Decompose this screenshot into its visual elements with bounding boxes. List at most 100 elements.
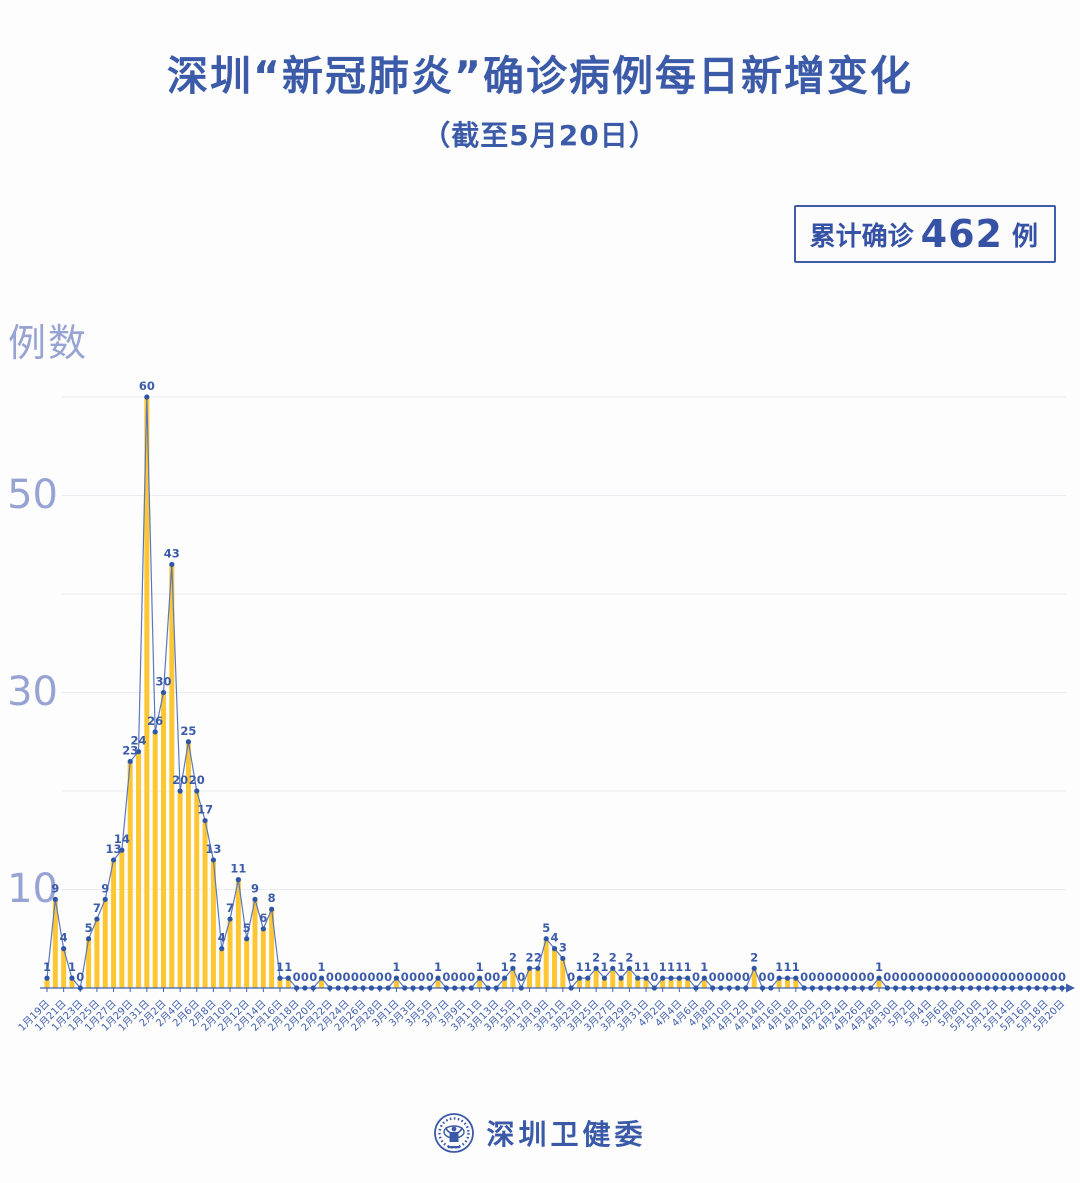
value-label: 0 (734, 970, 742, 984)
data-point-dot (269, 906, 275, 912)
data-point-dot (859, 985, 865, 991)
value-label: 60 (139, 379, 155, 393)
data-point-dot (951, 985, 957, 991)
value-label: 0 (850, 970, 858, 984)
data-point-dot (377, 985, 383, 991)
bar (119, 850, 125, 988)
value-label: 0 (892, 970, 900, 984)
value-label: 2 (609, 950, 617, 964)
data-point-dot (277, 975, 283, 981)
data-point-dot (918, 985, 924, 991)
value-label: 26 (147, 714, 163, 728)
bar (210, 859, 216, 988)
bar (393, 978, 399, 988)
data-point-dot (260, 926, 266, 932)
value-label: 2 (534, 950, 542, 964)
value-label: 25 (180, 724, 196, 738)
bar (144, 397, 150, 988)
data-point-dot (851, 985, 857, 991)
data-point-dot (418, 985, 424, 991)
data-point-dot (743, 985, 749, 991)
value-label: 0 (1058, 970, 1066, 984)
data-point-dot (526, 965, 533, 971)
data-point-dot (959, 985, 965, 991)
value-label: 0 (459, 970, 467, 984)
value-label: 1 (276, 960, 284, 974)
data-point-dot (427, 985, 433, 991)
data-point-dot (393, 975, 400, 981)
bar (477, 978, 483, 988)
data-point-dot (893, 985, 899, 991)
bar (510, 968, 516, 988)
data-point-dot (801, 985, 807, 991)
value-label: 0 (767, 970, 775, 984)
value-label: 0 (517, 970, 525, 984)
data-point-dot (826, 985, 832, 991)
bar (543, 938, 549, 988)
bar (502, 978, 508, 988)
value-label: 0 (983, 970, 991, 984)
data-point-dot (435, 975, 441, 981)
value-label: 13 (106, 842, 122, 856)
data-point-dot (1001, 985, 1007, 991)
data-point-dot (252, 896, 258, 902)
data-point-dot (144, 394, 150, 400)
value-label: 0 (817, 970, 825, 984)
bar (235, 879, 241, 988)
bar (219, 948, 225, 988)
value-label: 0 (967, 970, 975, 984)
value-label: 1 (792, 960, 800, 974)
data-point-dot (52, 896, 58, 902)
value-label: 0 (800, 970, 808, 984)
bar (793, 978, 799, 988)
value-label: 0 (1000, 970, 1008, 984)
value-label: 0 (442, 970, 450, 984)
value-label: 0 (1016, 970, 1024, 984)
bar (160, 692, 166, 988)
data-point-dot (618, 975, 624, 981)
data-point-dot (759, 985, 766, 991)
value-label: 9 (51, 881, 59, 895)
value-label: 43 (164, 546, 180, 560)
data-point-dot (69, 975, 75, 981)
data-point-dot (477, 975, 483, 981)
value-label: 2 (750, 950, 758, 964)
data-point-dot (535, 965, 541, 971)
value-label: 0 (301, 970, 309, 984)
value-label: 0 (925, 970, 933, 984)
data-point-dot (1017, 985, 1024, 991)
value-label: 0 (709, 970, 717, 984)
value-label: 0 (426, 970, 434, 984)
value-label: 0 (725, 970, 733, 984)
value-label: 0 (417, 970, 425, 984)
value-label: 11 (230, 862, 246, 876)
value-label: 1 (675, 960, 683, 974)
data-point-dot (194, 788, 200, 794)
value-label: 0 (384, 970, 392, 984)
data-point-dot (185, 739, 192, 745)
data-point-dot (127, 758, 133, 765)
y-tick-label-10: 10 (7, 866, 58, 912)
value-label: 0 (1050, 970, 1058, 984)
value-label: 1 (659, 960, 667, 974)
y-tick-label-30: 30 (7, 669, 58, 715)
data-point-dot (635, 975, 641, 981)
bar (552, 948, 558, 988)
value-label: 1 (700, 960, 708, 974)
data-point-dot (560, 955, 566, 962)
x-axis-arrow-icon (1066, 983, 1075, 993)
value-label: 1 (501, 960, 509, 974)
bar (560, 958, 566, 988)
value-label: 0 (958, 970, 966, 984)
data-point-dot (244, 936, 250, 942)
data-point-dot (352, 985, 358, 991)
data-point-dot (668, 975, 674, 981)
data-point-dot (834, 985, 841, 991)
data-point-dot (843, 985, 849, 991)
value-label: 0 (950, 970, 958, 984)
value-label: 0 (991, 970, 999, 984)
data-point-dot (1059, 985, 1065, 991)
value-label: 0 (359, 970, 367, 984)
value-label: 1 (642, 960, 650, 974)
data-point-dot (551, 946, 558, 952)
